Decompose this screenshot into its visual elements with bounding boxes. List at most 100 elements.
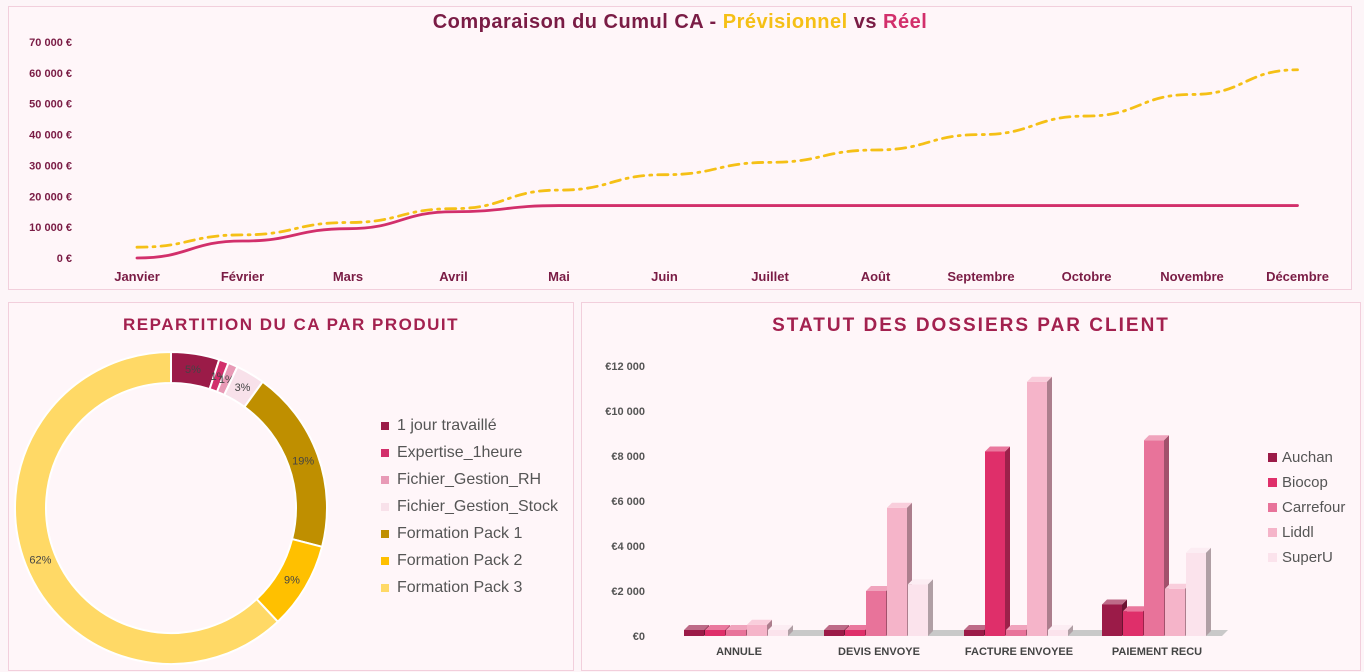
y-tick-label: 40 000 € xyxy=(29,130,72,142)
x-category-label: FACTURE ENVOYEE xyxy=(965,646,1073,658)
legend-swatch xyxy=(381,422,389,430)
bar-front xyxy=(845,630,865,636)
bar-legend-item: Carrefour xyxy=(1268,499,1345,516)
y-tick-label: €0 xyxy=(633,631,645,643)
cumul-ca-chart-panel: Comparaison du Cumul CA - Prévisionnel v… xyxy=(8,6,1352,290)
series-line-previsionnel xyxy=(135,68,1299,249)
y-tick-label: 70 000 € xyxy=(29,37,72,49)
x-tick-label: Août xyxy=(861,269,891,284)
bar-front xyxy=(726,630,746,636)
bar-front xyxy=(887,507,907,636)
donut-legend-item: Expertise_1heure xyxy=(381,444,522,462)
donut-slice xyxy=(14,350,280,665)
legend-label: Formation Pack 1 xyxy=(397,525,523,542)
y-tick-label: €12 000 xyxy=(605,361,645,373)
bar-top xyxy=(1186,547,1211,553)
legend-swatch xyxy=(1268,553,1277,562)
x-tick-label: Avril xyxy=(439,269,467,284)
donut-legend-item: Formation Pack 2 xyxy=(381,552,522,570)
bar-top xyxy=(1123,606,1148,612)
bar-top xyxy=(768,625,793,630)
bar-side xyxy=(1206,547,1211,636)
bar-front xyxy=(908,584,928,636)
bar-front xyxy=(768,630,788,636)
bar-front xyxy=(1144,440,1164,636)
bar-legend-item: SuperU xyxy=(1268,549,1333,566)
legend-swatch xyxy=(381,503,389,511)
statut-bar-chart: €0 €2 000 €4 000 €6 000 €8 000 €10 000 €12 000… xyxy=(605,361,1228,658)
bar-top xyxy=(1102,599,1127,605)
bar-top xyxy=(705,625,730,630)
bar-legend-item: Biocop xyxy=(1268,474,1328,491)
bar-legend-item: Auchan xyxy=(1268,449,1333,466)
bar-side xyxy=(1068,625,1073,636)
legend-label: Expertise_1heure xyxy=(397,444,523,461)
donut-data-label: 3% xyxy=(235,382,251,394)
bar-side xyxy=(1164,435,1169,636)
y-tick-label: 50 000 € xyxy=(29,99,72,111)
legend-label: Auchan xyxy=(1282,449,1333,466)
bar-top xyxy=(824,625,849,630)
legend-swatch xyxy=(381,530,389,538)
legend-label: Biocop xyxy=(1282,474,1328,491)
y-tick-label: 60 000 € xyxy=(29,68,72,80)
legend-swatch xyxy=(381,557,389,565)
x-category-label: DEVIS ENVOYE xyxy=(838,646,920,658)
bar-top xyxy=(866,586,891,591)
statut-chart-title: STATUT DES DOSSIERS PAR CLIENT xyxy=(772,315,1170,336)
bar-top xyxy=(985,446,1010,452)
bar-top xyxy=(1144,435,1169,441)
repartition-chart-title: REPARTITION DU CA PAR PRODUIT xyxy=(123,315,459,334)
legend-label: Formation Pack 3 xyxy=(397,579,523,596)
y-tick-label: 30 000 € xyxy=(29,160,72,172)
bar-front xyxy=(985,451,1005,636)
y-tick-label: €10 000 xyxy=(605,406,645,418)
statut-chart-panel: STATUT DES DOSSIERS PAR CLIENT €0 €2 000 €… xyxy=(581,302,1361,671)
bar-top xyxy=(726,625,751,630)
bar-top xyxy=(1165,583,1190,589)
x-tick-label: Novembre xyxy=(1160,269,1224,284)
bar-front xyxy=(964,630,984,636)
y-tick-label: €6 000 xyxy=(611,496,645,508)
legend-label: Carrefour xyxy=(1282,499,1346,516)
bar-front xyxy=(684,630,704,636)
donut-legend-item: Fichier_Gestion_RH xyxy=(381,471,541,489)
title-part-vs: vs xyxy=(847,11,884,33)
legend-label: Fichier_Gestion_RH xyxy=(397,471,542,488)
title-part-previsionnel: Prévisionnel xyxy=(722,11,848,33)
bar-top xyxy=(964,625,989,630)
x-category-label: PAIEMENT RECU xyxy=(1112,646,1202,658)
bar-top xyxy=(684,625,709,630)
x-tick-label: Janvier xyxy=(114,269,160,284)
title-part-1: Comparaison du Cumul CA - xyxy=(432,11,723,33)
y-tick-label: 20 000 € xyxy=(29,191,72,203)
bar-top xyxy=(1027,376,1052,382)
bar-legend-item: Liddl xyxy=(1268,524,1314,541)
legend-swatch xyxy=(1268,503,1277,512)
y-tick-label: 0 € xyxy=(57,253,72,265)
bar-front xyxy=(1123,611,1143,636)
x-tick-label: Octobre xyxy=(1062,269,1112,284)
bar-front xyxy=(866,591,886,636)
y-tick-label: €2 000 xyxy=(611,586,645,598)
legend-swatch xyxy=(381,476,389,484)
y-tick-label: 10 000 € xyxy=(29,222,72,234)
donut-legend-item: Formation Pack 1 xyxy=(381,525,522,543)
bar-front xyxy=(747,624,767,636)
legend-label: Formation Pack 2 xyxy=(397,552,523,569)
bar-top xyxy=(887,502,912,508)
bar-front xyxy=(1102,604,1122,636)
bar-front xyxy=(705,630,725,636)
donut-data-label: 5% xyxy=(185,364,201,376)
donut-legend-item: Fichier_Gestion_Stock xyxy=(381,498,558,516)
legend-swatch xyxy=(381,449,389,457)
title-part-reel: Réel xyxy=(883,11,928,33)
bar-front xyxy=(824,630,844,636)
bar-top xyxy=(747,619,772,625)
x-tick-label: Février xyxy=(221,269,264,284)
cumul-line-chart: 0 € 10 000 € 20 000 € 30 000 € 40 000 € 50 00… xyxy=(29,37,1329,284)
bar-top xyxy=(1006,625,1031,630)
legend-swatch xyxy=(1268,478,1277,487)
bar-side xyxy=(1005,446,1010,636)
bar-front xyxy=(1165,588,1185,636)
